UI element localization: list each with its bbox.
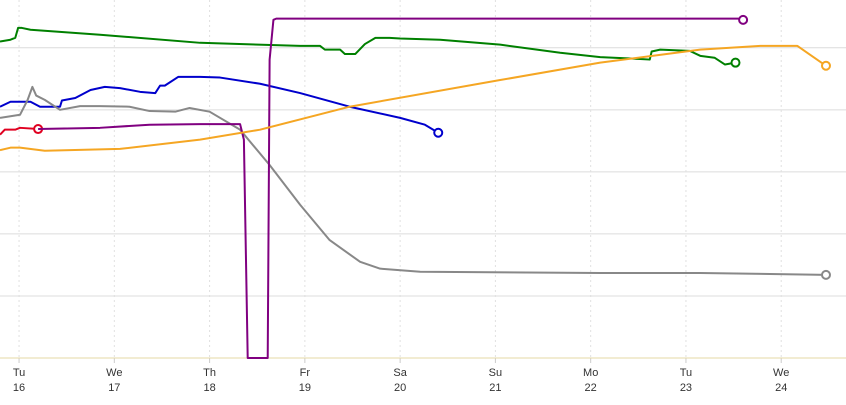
- x-tick-label: 19: [299, 382, 311, 394]
- x-tick-weekday: Tu: [13, 367, 25, 379]
- x-tick-label: 21: [489, 382, 501, 394]
- x-tick-weekday: We: [773, 367, 789, 379]
- x-tick-label: 24: [775, 382, 787, 394]
- series-line: [0, 75, 439, 134]
- x-tick-label: 20: [394, 382, 406, 394]
- x-tick-weekday: Th: [203, 367, 216, 379]
- series-line: [0, 126, 39, 136]
- series-line: [0, 44, 827, 152]
- x-tick-label: 17: [108, 382, 120, 394]
- x-tick-weekday: Tu: [680, 367, 692, 379]
- x-tick-label: 23: [680, 382, 692, 394]
- x-tick-weekday: Mo: [583, 367, 598, 379]
- x-tick-weekday: Fr: [300, 367, 311, 379]
- x-tick-label: 16: [13, 382, 25, 394]
- x-tick-weekday: We: [106, 367, 122, 379]
- end-marker: [738, 14, 749, 25]
- x-tick-label: 22: [585, 382, 597, 394]
- series-line: [38, 17, 744, 359]
- series-line: [0, 85, 827, 276]
- end-marker: [433, 127, 444, 138]
- x-tick-label: 18: [203, 382, 215, 394]
- series-line: [0, 26, 736, 66]
- x-tick-weekday: Sa: [393, 367, 407, 379]
- end-marker: [820, 269, 831, 280]
- x-tick-weekday: Su: [489, 367, 502, 379]
- end-marker: [820, 60, 831, 71]
- end-marker: [730, 57, 741, 68]
